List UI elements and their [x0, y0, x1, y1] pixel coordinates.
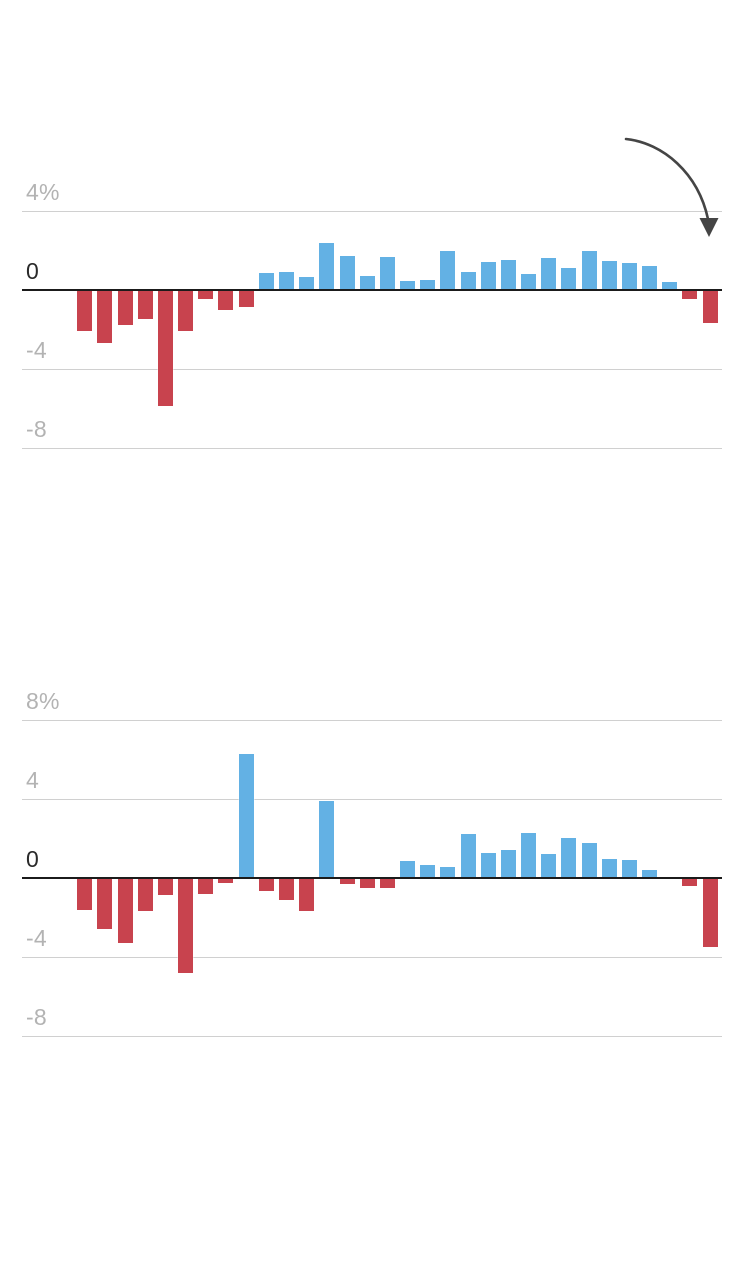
positive-bar — [541, 258, 557, 290]
negative-bar — [218, 878, 234, 883]
y-tick-label: 0 — [26, 258, 39, 284]
y-tick-label: 0 — [26, 846, 39, 872]
y-tick-label: -4 — [26, 924, 47, 951]
negative-bar — [157, 878, 173, 895]
gridline — [22, 956, 722, 958]
negative-bar — [238, 290, 254, 307]
negative-bar — [137, 290, 153, 319]
negative-bar — [198, 878, 214, 894]
zero-baseline — [22, 877, 722, 879]
negative-bar — [77, 290, 93, 332]
positive-bar — [420, 865, 436, 878]
y-tick-label: 4 — [26, 767, 39, 794]
negative-bar — [279, 878, 294, 900]
positive-bar — [400, 861, 416, 878]
positive-bar — [561, 837, 577, 878]
negative-bar — [117, 878, 133, 943]
gridline — [22, 1035, 722, 1037]
negative-bar — [178, 290, 194, 332]
positive-bar — [561, 268, 577, 290]
positive-bar — [460, 833, 476, 878]
y-tick-label: 4% — [26, 179, 60, 206]
negative-bar — [97, 878, 113, 930]
negative-bar — [702, 290, 718, 324]
gridline — [22, 447, 722, 449]
positive-bar — [521, 274, 537, 290]
arrow-shaft — [624, 137, 710, 221]
positive-bar — [581, 250, 597, 290]
y-tick-label: -8 — [26, 1003, 47, 1030]
positive-bar — [662, 282, 678, 290]
gridline — [22, 211, 722, 213]
positive-bar — [621, 860, 637, 878]
negative-bar — [117, 290, 133, 326]
positive-bar — [420, 280, 436, 290]
positive-bar — [621, 263, 637, 290]
negative-bar — [359, 878, 375, 888]
positive-bar — [480, 262, 496, 290]
negative-bar — [178, 878, 194, 973]
positive-bar — [299, 277, 315, 290]
positive-bar — [379, 256, 395, 290]
positive-bar — [541, 854, 557, 878]
negative-bar — [379, 878, 395, 888]
gridline — [22, 799, 722, 801]
negative-bar — [218, 290, 234, 310]
positive-bar — [480, 853, 496, 878]
arrow-icon — [624, 137, 719, 237]
negative-bar — [77, 878, 93, 910]
negative-bar — [299, 878, 315, 911]
positive-bar — [238, 753, 254, 878]
negative-bar — [157, 290, 173, 407]
zero-baseline — [22, 289, 722, 291]
negative-bar — [198, 290, 214, 299]
positive-bar — [500, 850, 516, 878]
positive-bar — [440, 867, 456, 878]
positive-bar — [400, 281, 416, 290]
positive-bar — [319, 801, 335, 878]
negative-bar — [702, 878, 718, 947]
arrow-head — [699, 218, 719, 237]
positive-bar — [601, 859, 617, 878]
gridline — [22, 720, 722, 722]
positive-bar — [339, 255, 355, 290]
positive-bar — [601, 261, 617, 290]
positive-bar — [642, 870, 658, 878]
positive-bar — [581, 842, 597, 878]
positive-bar — [258, 273, 274, 290]
y-tick-label: -8 — [26, 415, 47, 442]
positive-bar — [319, 242, 335, 290]
y-tick-label: 8% — [26, 688, 60, 715]
y-tick-label: -4 — [26, 336, 47, 363]
negative-bar — [339, 878, 355, 884]
positive-bar — [521, 832, 537, 878]
negative-bar — [258, 878, 274, 891]
gridline — [22, 368, 722, 370]
positive-bar — [359, 276, 375, 290]
negative-bar — [682, 878, 698, 886]
positive-bar — [460, 272, 476, 290]
positive-bar — [500, 260, 516, 290]
negative-bar — [137, 878, 153, 912]
positive-bar — [279, 272, 294, 290]
negative-bar — [682, 290, 698, 299]
positive-bar — [440, 250, 456, 290]
negative-bar — [97, 290, 113, 344]
positive-bar — [642, 266, 658, 290]
